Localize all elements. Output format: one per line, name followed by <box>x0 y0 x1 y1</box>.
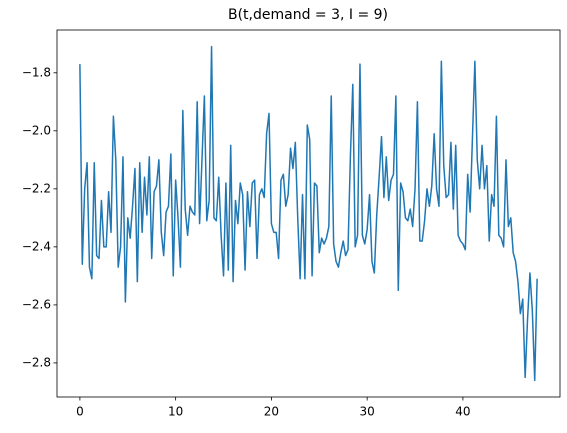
x-tick-label: 20 <box>264 405 279 419</box>
data-line <box>79 45 538 382</box>
axes-frame <box>56 29 561 398</box>
y-tick-label: −2.8 <box>22 355 51 369</box>
y-tick-label: −2.4 <box>22 239 51 253</box>
y-tick-label: −2.6 <box>22 297 51 311</box>
x-tick-label: 40 <box>455 405 470 419</box>
y-tick-label: −2.0 <box>22 123 51 137</box>
x-tick-label: 0 <box>76 405 84 419</box>
chart-title: B(t,demand = 3, I = 9) <box>228 7 388 23</box>
y-tick-label: −2.2 <box>22 181 51 195</box>
y-tick-label: −1.8 <box>22 65 51 79</box>
x-tick-label: 10 <box>168 405 183 419</box>
x-tick-label: 30 <box>360 405 375 419</box>
